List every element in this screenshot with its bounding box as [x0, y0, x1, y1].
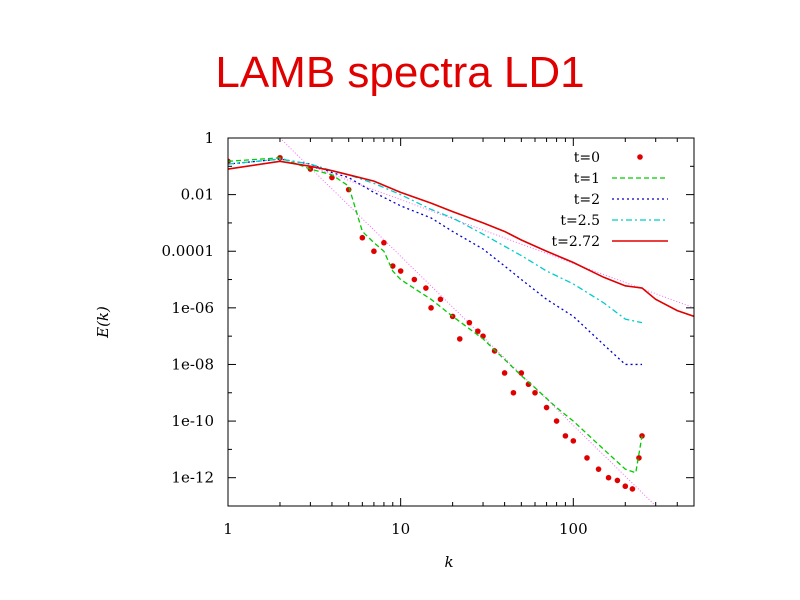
data-point-t0 [629, 486, 636, 492]
x-tick-label: 10 [391, 520, 410, 538]
legend-label: t=1 [574, 171, 600, 187]
reference-line [279, 138, 657, 506]
legend-label: t=2.72 [551, 234, 600, 250]
data-point-t0 [570, 438, 577, 444]
y-tick-label: 1e-08 [171, 355, 214, 373]
x-axis-label: k [444, 553, 453, 571]
series-line-2 [228, 158, 643, 366]
data-point-t0 [562, 433, 569, 439]
data-point-t0 [532, 389, 538, 396]
data-point-t0 [411, 276, 418, 283]
legend-label: t=0 [574, 150, 600, 166]
x-tick-label: 100 [559, 520, 588, 538]
series-line-1 [228, 157, 643, 474]
data-point-t0 [553, 418, 560, 424]
data-point-t0 [491, 348, 498, 354]
data-point-t0 [622, 483, 629, 490]
data-point-t0 [397, 268, 404, 274]
y-tick-label: 1e-10 [171, 412, 214, 430]
data-point-t0 [423, 285, 429, 291]
y-tick-label: 1e-12 [171, 469, 214, 487]
data-point-t0 [501, 370, 508, 376]
data-point-t0 [636, 455, 642, 461]
data-point-t0 [359, 234, 366, 241]
legend-marker [637, 154, 643, 160]
data-point-t0 [543, 404, 550, 411]
data-point-t0 [381, 239, 387, 246]
data-point-t0 [518, 370, 525, 376]
y-axis-label: E(k) [94, 306, 112, 339]
data-point-t0 [605, 474, 612, 481]
data-point-t0 [456, 336, 463, 342]
data-point-t0 [437, 296, 444, 303]
x-tick-label: 1 [223, 520, 233, 538]
data-point-t0 [428, 305, 434, 311]
data-point-t0 [371, 248, 377, 255]
slide-title: LAMB spectra LD1 [215, 48, 585, 97]
y-tick-label: 0.01 [181, 186, 214, 204]
series-line-4 [228, 160, 694, 318]
legend-label: t=2 [574, 192, 600, 208]
plot-frame [227, 137, 695, 507]
reference-line [310, 165, 694, 309]
y-tick-label: 0.0001 [162, 242, 215, 260]
legend-label: t=2.5 [560, 213, 600, 229]
y-tick-label: 1 [204, 129, 214, 147]
y-tick-label: 1e-06 [171, 299, 214, 317]
data-point-t0 [466, 319, 473, 326]
data-point-t0 [389, 263, 396, 269]
data-point-t0 [614, 477, 621, 484]
data-point-t0 [510, 389, 517, 396]
data-point-t0 [475, 328, 481, 334]
data-point-t0 [595, 466, 602, 472]
data-point-t0 [584, 455, 590, 461]
